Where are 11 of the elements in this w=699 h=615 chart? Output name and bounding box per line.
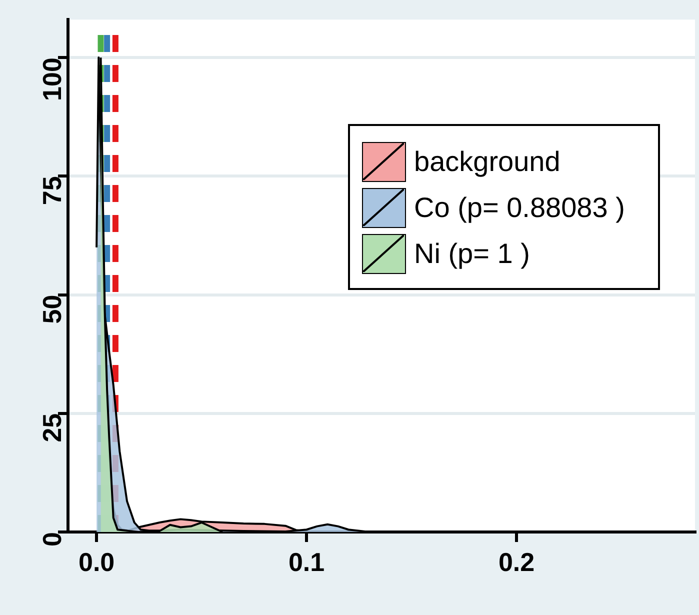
y-tick-label: 100 xyxy=(37,58,68,101)
y-tick-label: 75 xyxy=(37,176,68,206)
legend-label: Co (p= 0.88083 ) xyxy=(414,192,625,224)
x-tick-label: 0.0 xyxy=(78,546,115,577)
x-tick-label: 0.2 xyxy=(498,546,535,577)
legend-label: background xyxy=(414,146,560,178)
x-tick-label: 0.1 xyxy=(288,546,325,577)
y-tick-label: 25 xyxy=(37,413,68,442)
legend-label: Ni (p= 1 ) xyxy=(414,238,530,270)
y-tick-label: 0 xyxy=(37,532,68,546)
y-tick-label: 50 xyxy=(37,294,68,324)
